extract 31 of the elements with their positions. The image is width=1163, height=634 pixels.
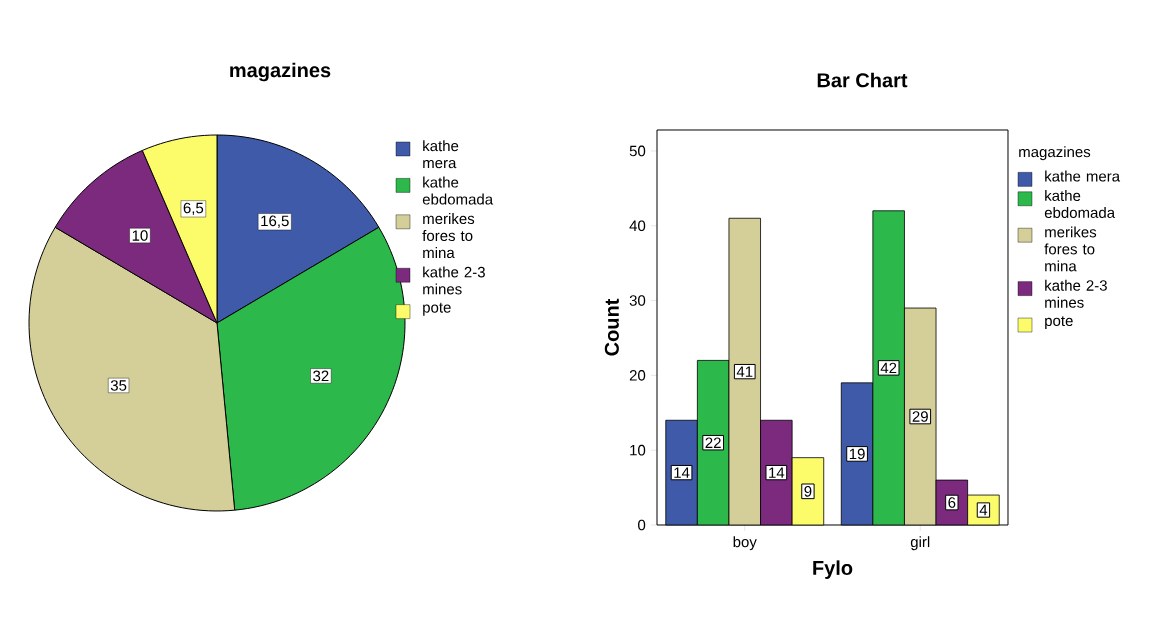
legend-label: kathe mera bbox=[1045, 170, 1121, 182]
y-axis-title: Count bbox=[604, 298, 619, 356]
data-label: 19 bbox=[849, 448, 865, 460]
y-tick-label: 10 bbox=[630, 444, 646, 456]
data-label: 42 bbox=[880, 362, 897, 374]
y-tick-label: 20 bbox=[629, 370, 646, 381]
data-label: 10 bbox=[132, 230, 148, 241]
data-label: 22 bbox=[705, 437, 721, 448]
legend-label: pote bbox=[423, 302, 451, 316]
data-label: 6,5 bbox=[183, 202, 204, 216]
data-label: 4 bbox=[979, 504, 988, 516]
data-label: 14 bbox=[769, 467, 785, 478]
data-label: 29 bbox=[912, 411, 928, 422]
data-label: 41 bbox=[736, 366, 753, 377]
data-label: 16,5 bbox=[261, 215, 289, 228]
data-label: 35 bbox=[110, 380, 127, 391]
chart-title: Bar Chart bbox=[817, 72, 908, 88]
x-tick-label: girl bbox=[910, 536, 930, 551]
x-tick-label: boy bbox=[733, 536, 757, 551]
legend-label: pote bbox=[1045, 316, 1073, 330]
data-label: 14 bbox=[674, 467, 690, 478]
y-tick-label: 0 bbox=[638, 519, 646, 531]
data-label: 6 bbox=[948, 497, 956, 508]
y-tick-label: 30 bbox=[629, 295, 646, 306]
chart-title: magazines bbox=[230, 62, 331, 82]
y-tick-label: 40 bbox=[629, 220, 646, 232]
y-tick-label: 50 bbox=[629, 145, 646, 157]
data-label: 32 bbox=[313, 370, 329, 382]
data-label: 9 bbox=[804, 486, 812, 497]
x-axis-title: Fylo bbox=[813, 560, 853, 580]
legend-title: magazines bbox=[1019, 146, 1091, 161]
